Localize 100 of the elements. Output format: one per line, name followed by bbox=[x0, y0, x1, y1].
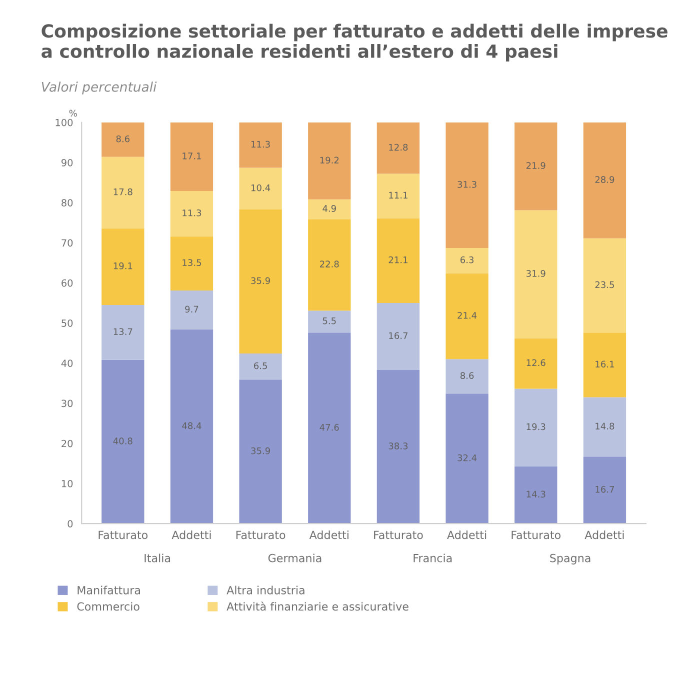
data-label: 12.8 bbox=[389, 144, 408, 151]
bar bbox=[102, 304, 144, 360]
bar bbox=[308, 310, 351, 333]
bar bbox=[170, 122, 214, 192]
bar bbox=[376, 122, 420, 174]
bar bbox=[308, 122, 351, 200]
bar bbox=[583, 122, 626, 238]
data-label: 9.7 bbox=[185, 306, 198, 313]
data-label: 19.2 bbox=[320, 156, 339, 164]
x-tick-label: Addetti bbox=[172, 530, 211, 540]
x-tick-label: Addetti bbox=[584, 530, 624, 540]
bar bbox=[239, 168, 282, 210]
bar bbox=[583, 456, 626, 524]
bar bbox=[102, 122, 144, 157]
data-label: 21.4 bbox=[458, 312, 477, 319]
data-label: 6.5 bbox=[254, 362, 267, 370]
bar bbox=[170, 329, 214, 524]
chart-subtitle: Valori percentuali bbox=[42, 82, 157, 94]
data-label: 4.9 bbox=[322, 205, 336, 212]
data-label: 19.3 bbox=[526, 423, 546, 430]
data-label: 13.5 bbox=[182, 259, 201, 266]
text: Francia bbox=[414, 554, 452, 562]
bar bbox=[102, 228, 144, 305]
x-tick-label: Fatturato bbox=[374, 530, 423, 540]
bar bbox=[514, 466, 558, 524]
bar bbox=[446, 394, 488, 524]
data-label: 40.8 bbox=[113, 438, 132, 444]
data-label: 22.8 bbox=[320, 260, 339, 268]
data-label: 35.9 bbox=[251, 277, 270, 284]
data-label: 11.3 bbox=[251, 140, 270, 148]
data-label: 14.8 bbox=[596, 422, 614, 430]
bar bbox=[514, 388, 558, 466]
data-label: 32.4 bbox=[458, 454, 477, 462]
bar bbox=[308, 199, 351, 220]
data-label: 11.3 bbox=[182, 209, 202, 216]
bar bbox=[446, 273, 488, 360]
data-label: 35.9 bbox=[251, 447, 270, 454]
y-tick-label: 30 bbox=[62, 400, 73, 408]
data-label: 47.6 bbox=[320, 424, 339, 431]
text: Germania bbox=[268, 554, 322, 562]
data-label: 38.3 bbox=[388, 442, 408, 450]
data-label: 16.7 bbox=[389, 332, 408, 340]
y-tick-label: 0 bbox=[68, 520, 73, 528]
y-tick-label: 50 bbox=[62, 319, 73, 327]
bar bbox=[376, 218, 420, 303]
bar bbox=[583, 238, 626, 333]
data-label: 5.5 bbox=[322, 318, 336, 324]
data-label: 19.1 bbox=[114, 262, 132, 270]
bar bbox=[583, 332, 626, 398]
y-axis-title: % bbox=[69, 110, 77, 117]
y-tick-label: 80 bbox=[62, 199, 73, 206]
x-tick-label: Fatturato bbox=[512, 530, 561, 540]
bar bbox=[308, 332, 351, 524]
x-tick-label: Fatturato bbox=[98, 530, 148, 540]
data-label: 14.3 bbox=[526, 490, 546, 498]
bar bbox=[376, 370, 420, 524]
data-label: 10.4 bbox=[251, 184, 270, 192]
chart-title: Composizione settoriale per fatturato e addetti delle imprese a controllo nazionale residenti all’estero di 4 paesi bbox=[42, 24, 668, 62]
data-label: 16.7 bbox=[596, 486, 614, 493]
x-tick-label: Addetti bbox=[309, 530, 348, 540]
y-tick-label: 90 bbox=[62, 159, 73, 166]
y-tick-label: 20 bbox=[62, 440, 73, 448]
bar bbox=[170, 236, 214, 291]
bar bbox=[239, 122, 282, 168]
legend-label: Manifattura bbox=[78, 586, 140, 594]
data-label: 23.5 bbox=[595, 281, 614, 288]
y-tick-label: 70 bbox=[62, 239, 73, 247]
data-label: 21.1 bbox=[388, 256, 408, 264]
data-label: 8.6 bbox=[116, 135, 130, 142]
data-label: 8.6 bbox=[460, 372, 474, 379]
bar bbox=[514, 338, 558, 389]
bar bbox=[583, 397, 626, 457]
bar bbox=[446, 122, 488, 248]
data-label: 28.9 bbox=[595, 176, 614, 183]
data-label: 11.1 bbox=[389, 192, 408, 199]
data-label: 16.1 bbox=[596, 360, 614, 368]
data-label: 17.8 bbox=[114, 188, 132, 196]
bar bbox=[308, 219, 351, 311]
legend-label: Attività finanziarie e assicurative bbox=[226, 602, 408, 611]
x-tick-label: Addetti bbox=[447, 530, 486, 540]
bar bbox=[102, 156, 144, 228]
legend-label: Commercio bbox=[77, 602, 140, 611]
bar bbox=[514, 210, 558, 338]
bar bbox=[170, 290, 214, 330]
bar bbox=[102, 360, 144, 524]
bar bbox=[446, 359, 488, 394]
y-tick-label: 40 bbox=[61, 360, 73, 367]
data-label: 31.3 bbox=[458, 180, 476, 188]
bar bbox=[239, 353, 282, 380]
data-label: 31.9 bbox=[526, 270, 546, 277]
data-label: 48.4 bbox=[182, 422, 202, 430]
bar bbox=[376, 174, 420, 218]
y-tick-label: 60 bbox=[62, 279, 73, 287]
data-label: 12.6 bbox=[526, 359, 546, 366]
bar bbox=[376, 302, 420, 370]
bar bbox=[446, 248, 488, 274]
y-tick-label: 100 bbox=[56, 118, 73, 126]
y-tick-label: 10 bbox=[62, 480, 73, 488]
text: Italia bbox=[144, 554, 170, 562]
bar bbox=[239, 380, 282, 524]
